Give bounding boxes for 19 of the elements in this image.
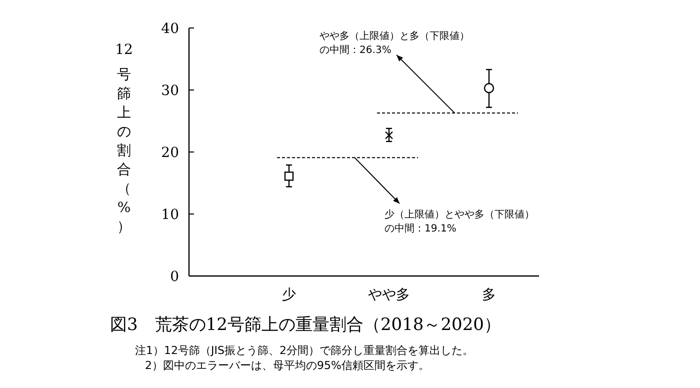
y-tick-label: 0 [170, 269, 179, 285]
y-tick-label: 40 [161, 21, 179, 37]
text: やや多（上限値）と多（下限値） [320, 30, 470, 42]
text: 注1）12号篩（JIS振とう篩、2分間）で篩分し重量割合を算出した。 [135, 344, 474, 357]
y-tick-label: 30 [161, 83, 179, 99]
text: 2）図中のエラーバーは、母平均の95%信頼区間を示す。 [145, 359, 430, 372]
x-tick-label: 多 [482, 287, 496, 303]
point [384, 131, 394, 140]
x-tick-label: やや多 [368, 287, 410, 303]
text: 12号篩上の割合（%） [115, 42, 133, 235]
x-tick-label: 少 [282, 287, 296, 303]
text: 少（上限値）とやや多（下限値） [384, 210, 535, 221]
y-tick-label: 20 [161, 145, 179, 161]
point [484, 83, 494, 94]
text: の中間：26.3% [320, 44, 392, 56]
point [284, 172, 294, 181]
text: 図3 荒茶の12号篩上の重量割合（2018～2020） [110, 315, 501, 335]
text: の中間：19.1% [384, 224, 456, 235]
y-tick-label: 10 [161, 207, 179, 223]
